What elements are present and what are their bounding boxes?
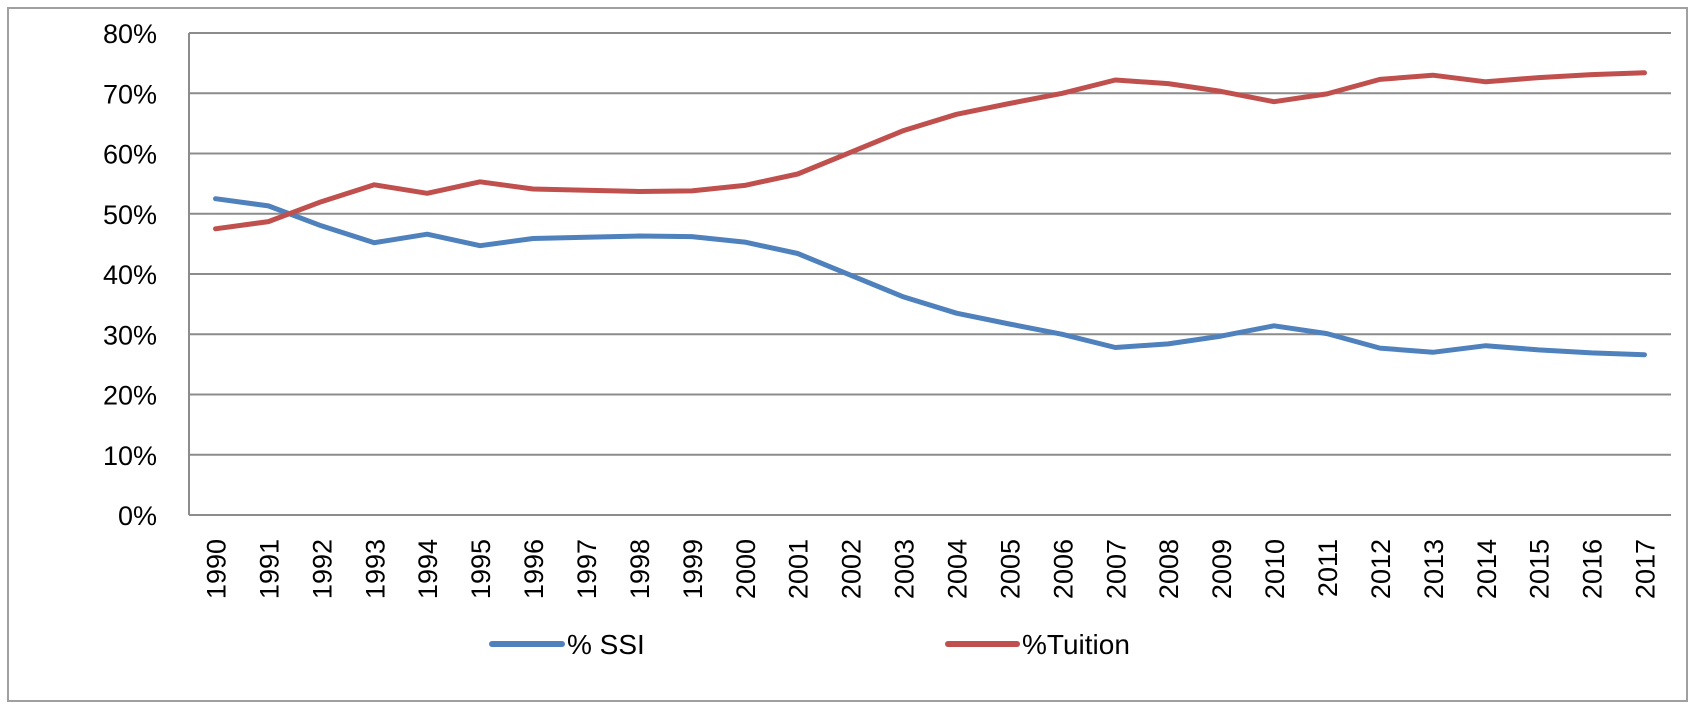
y-tick-label: 40%	[103, 260, 157, 290]
x-tick-label: 2008	[1154, 539, 1184, 599]
x-tick-label: 1995	[466, 539, 496, 599]
x-tick-label: 2000	[731, 539, 761, 599]
x-tick-label: 2014	[1472, 539, 1502, 599]
x-tick-label: 2007	[1101, 539, 1131, 599]
x-tick-label: 2001	[784, 539, 814, 599]
x-tick-label: 1992	[307, 539, 337, 599]
x-tick-label: 1998	[625, 539, 655, 599]
x-tick-label: 2009	[1207, 539, 1237, 599]
x-tick-label: 2005	[995, 539, 1025, 599]
x-tick-label: 2011	[1313, 539, 1343, 597]
x-tick-label: 2017	[1631, 539, 1661, 599]
x-tick-label: 2006	[1048, 539, 1078, 599]
series-line-ssi	[213, 196, 1647, 358]
x-tick-label: 1997	[572, 539, 602, 599]
x-tick-label: 2013	[1419, 539, 1449, 599]
y-tick-label: 0%	[118, 501, 157, 531]
chart-frame	[7, 7, 1688, 702]
y-tick-label: 10%	[103, 441, 157, 471]
x-tick-label: 1993	[360, 539, 390, 599]
legend-label-ssi: % SSI	[567, 629, 645, 660]
x-tick-label: 2012	[1366, 539, 1396, 599]
x-tick-label: 1990	[201, 539, 231, 599]
x-tick-label: 1994	[413, 539, 443, 599]
x-tick-label: 2015	[1525, 539, 1555, 599]
y-tick-label: 70%	[103, 79, 157, 109]
legend-label-tuition: %Tuition	[1022, 629, 1130, 660]
x-tick-label: 2010	[1260, 539, 1290, 599]
x-tick-label: 1996	[519, 539, 549, 599]
y-tick-label: 20%	[103, 381, 157, 411]
y-tick-label: 50%	[103, 200, 157, 230]
x-tick-label: 1999	[678, 539, 708, 599]
x-tick-label: 2004	[942, 539, 972, 599]
y-tick-label: 80%	[103, 19, 157, 49]
x-tick-label: 1991	[254, 539, 284, 599]
legend: % SSI %Tuition	[489, 629, 1130, 660]
y-tick-label: 60%	[103, 140, 157, 170]
y-tick-label: 30%	[103, 320, 157, 350]
x-tick-label: 2002	[837, 539, 867, 599]
x-tick-label: 2016	[1578, 539, 1608, 599]
series-line-tuition	[213, 70, 1647, 232]
x-tick-label: 2003	[890, 539, 920, 599]
